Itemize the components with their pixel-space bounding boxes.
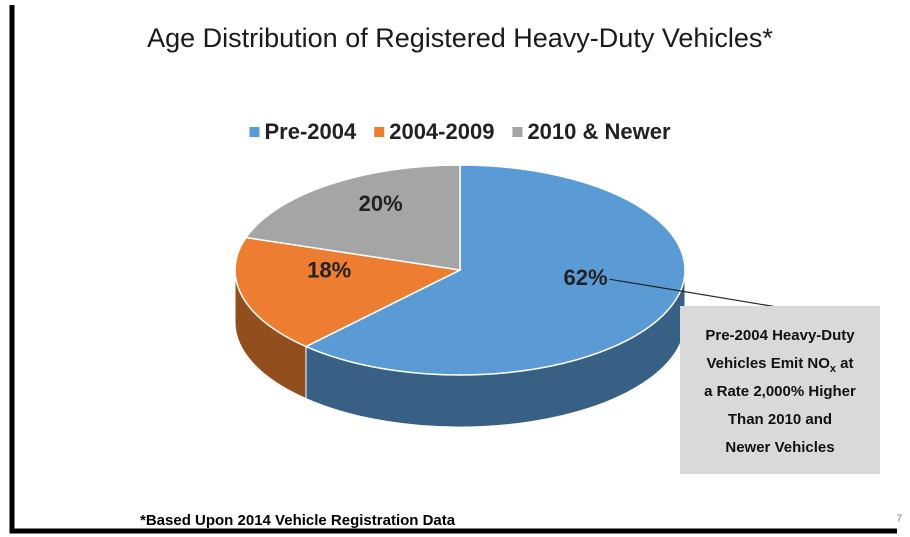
annotation-line: Newer Vehicles (725, 439, 834, 456)
annotation-line: Vehicles Emit NOx at (706, 355, 853, 375)
legend-label: Pre-2004 (264, 119, 357, 144)
annotation-box (680, 306, 880, 474)
legend-label: 2010 & Newer (527, 119, 671, 144)
slice (234, 236, 463, 348)
legend: Pre-2004 2004-2009 2010 & Newer (249, 119, 671, 144)
legend-label: 2004-2009 (389, 119, 494, 144)
leader-line (609, 278, 796, 311)
legend-swatch (374, 127, 385, 137)
annotation-line: a Rate 2,000% Higher (704, 383, 856, 400)
annotation-line: Than 2010 and (728, 411, 832, 428)
footnote: *Based Upon 2014 Vehicle Registration Da… (140, 512, 456, 529)
data-label: 18% (307, 257, 351, 282)
page-number: 7 (896, 514, 902, 525)
legend-swatch (249, 127, 260, 137)
chart-title: Age Distribution of Registered Heavy-Dut… (147, 23, 773, 53)
slice (244, 164, 461, 271)
slice (304, 164, 686, 376)
legend-swatch (512, 127, 523, 137)
annotation-text: x (830, 363, 837, 375)
annotation-line: Pre-2004 Heavy-Duty (705, 327, 855, 344)
slide-frame (9, 5, 897, 534)
annotation-text: at (836, 355, 854, 372)
data-label: 62% (563, 265, 607, 290)
data-label: 20% (359, 191, 403, 216)
annotation-text: Vehicles Emit NO (706, 355, 830, 372)
